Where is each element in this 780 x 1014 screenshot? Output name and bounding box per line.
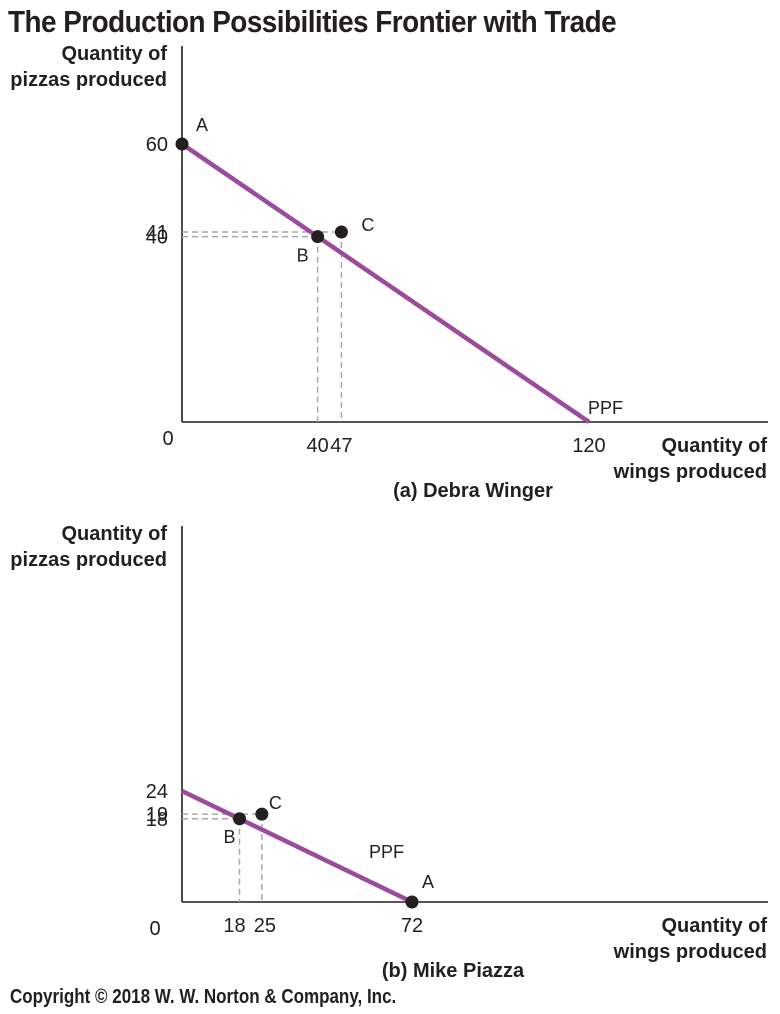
point-label-a: A [196,115,208,135]
x-tick-label: 18 [223,915,245,937]
chart-panel-a: Quantity of pizzas produced Quantity of win… [10,43,768,502]
y-axis-label: pizzas produced [10,549,167,571]
point-label-c: C [361,215,374,235]
chart-title: The Production Possibilities Frontier wi… [8,4,617,39]
panel-title: (a) Debra Winger [393,480,553,502]
point-a [405,895,419,909]
chart-panel-b: Quantity of pizzas produced Quantity of win… [10,523,768,982]
y-tick-label: 18 [146,809,168,831]
panel-title: (b) Mike Piazza [382,960,525,982]
point-label-a: A [422,872,434,892]
ppf-line [181,788,413,905]
x-axis-label: wings produced [613,461,767,483]
point-a [175,137,189,151]
origin-label: 0 [162,428,173,450]
ppf-line [180,142,591,424]
point-b [311,230,325,244]
x-tick-label: 25 [254,915,276,937]
y-axis-label: Quantity of [61,523,167,545]
ppf-label: PPF [588,398,623,418]
y-axis-label: pizzas produced [10,69,167,91]
y-axis-label: Quantity of [61,43,167,65]
x-axis-label: Quantity of [661,915,767,937]
y-tick-label: 19 [146,804,168,826]
origin-label: 0 [149,918,160,940]
copyright-notice: Copyright © 2018 W. W. Norton & Company,… [10,986,397,1008]
x-tick-label: 120 [572,435,605,457]
x-tick-label: 72 [401,915,423,937]
y-tick-label: 24 [146,781,168,803]
point-b [233,812,246,826]
point-label-b: B [223,827,235,847]
x-axis-label: wings produced [613,941,767,963]
point-c [255,807,269,821]
ppf-label: PPF [369,842,404,862]
y-tick-label: 60 [146,134,168,156]
x-tick-label: 40 [307,435,329,457]
x-axis-label: Quantity of [661,435,767,457]
y-tick-label: 40 [146,227,168,249]
point-label-b: B [297,246,309,266]
x-tick-label: 47 [330,435,352,457]
point-c [334,225,348,239]
point-label-c: C [269,793,282,813]
y-tick-label: 41 [146,222,168,244]
